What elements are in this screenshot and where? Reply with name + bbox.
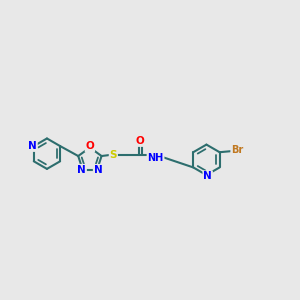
Text: N: N [94,165,103,175]
Text: N: N [77,165,86,175]
Text: S: S [110,150,117,160]
Text: O: O [85,141,94,151]
Text: O: O [136,136,145,146]
Text: N: N [28,141,37,151]
Text: N: N [203,171,212,181]
Text: NH: NH [147,153,164,163]
Text: Br: Br [231,145,243,155]
